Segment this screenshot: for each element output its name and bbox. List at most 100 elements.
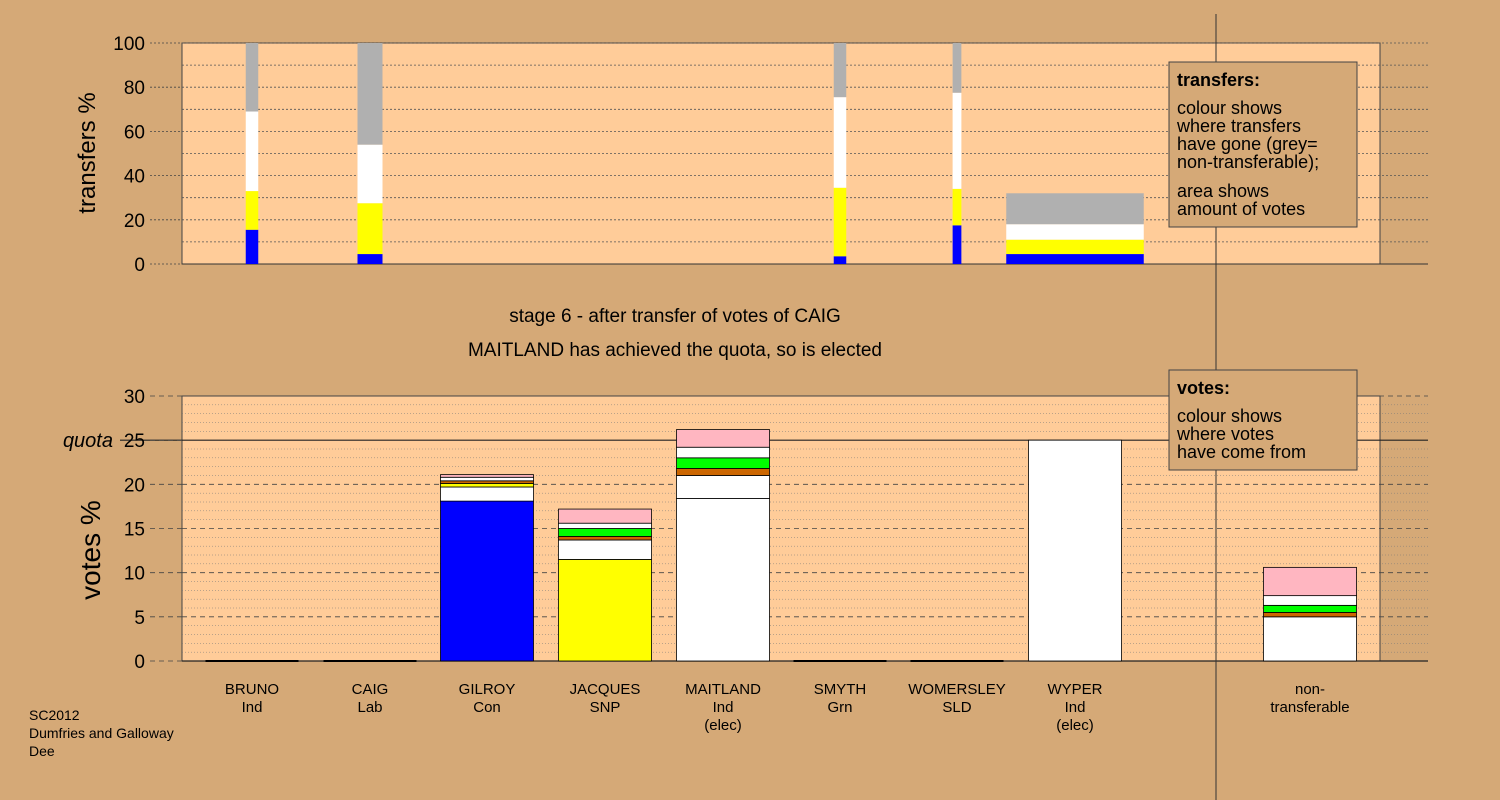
stage-subtitle: MAITLAND has achieved the quota, so is e… bbox=[468, 340, 882, 361]
transfer-segment-caig bbox=[357, 203, 383, 255]
transfer-segment-wyper bbox=[1006, 193, 1144, 225]
vote-segment-maitland bbox=[676, 475, 770, 499]
vote-segment-maitland bbox=[676, 457, 770, 469]
transfer-segment-womersley bbox=[952, 43, 962, 93]
vote-segment-nontransferable bbox=[1263, 566, 1357, 597]
transfer-segment-womersley bbox=[952, 92, 962, 189]
vote-segment-jacques bbox=[558, 522, 652, 529]
footer-line: SC2012 bbox=[29, 707, 80, 723]
vote-segment-jacques bbox=[558, 528, 652, 537]
transfer-segment-bruno bbox=[245, 229, 259, 264]
votes-y-ticks: 0 5 10 15 20 25 30 bbox=[124, 387, 182, 673]
candidate-label-gilroy: Con bbox=[473, 699, 501, 716]
y-tick-label: 0 bbox=[134, 652, 145, 673]
votes-legend-title: votes: bbox=[1177, 378, 1230, 398]
vote-segment-gilroy bbox=[440, 476, 534, 482]
vote-segment-maitland bbox=[676, 446, 770, 459]
votes-legend-line: have come from bbox=[1177, 442, 1306, 462]
transfers-gridlines bbox=[182, 42, 1428, 265]
footer-line: Dee bbox=[29, 743, 55, 759]
candidate-label-wyper: WYPER bbox=[1047, 681, 1102, 698]
vote-segment-jacques bbox=[558, 536, 652, 541]
candidate-label-jacques: SNP bbox=[590, 699, 621, 716]
transfers-legend-line: where transfers bbox=[1176, 116, 1301, 136]
candidate-label-maitland: (elec) bbox=[704, 717, 742, 734]
transfers-legend: transfers: colour shows where transfers … bbox=[1168, 61, 1358, 228]
vote-segment-maitland bbox=[676, 498, 770, 662]
vote-segment-nontransferable bbox=[1263, 595, 1357, 606]
transfers-legend-title: transfers: bbox=[1177, 70, 1260, 90]
votes-bars bbox=[205, 429, 1357, 662]
candidate-label-womersley: SLD bbox=[942, 699, 971, 716]
transfer-segment-wyper bbox=[1006, 224, 1144, 240]
candidate-label-maitland: Ind bbox=[713, 699, 734, 716]
y-tick-label: 80 bbox=[124, 78, 145, 99]
candidate-label-jacques: JACQUES bbox=[570, 681, 641, 698]
transfer-segment-womersley bbox=[952, 188, 962, 226]
transfers-legend-line: have gone (grey= bbox=[1177, 134, 1318, 154]
transfer-segment-bruno bbox=[245, 111, 259, 192]
transfer-segment-smyth bbox=[833, 187, 847, 257]
candidate-label-smyth: SMYTH bbox=[814, 681, 867, 698]
y-tick-label: 10 bbox=[124, 564, 145, 585]
candidate-label-nontransferable: non- bbox=[1295, 681, 1325, 698]
vote-segment-nontransferable bbox=[1263, 612, 1357, 618]
vote-segment-maitland bbox=[676, 429, 770, 448]
candidate-label-smyth: Grn bbox=[827, 699, 852, 716]
y-tick-label: 30 bbox=[124, 387, 145, 408]
candidate-label-wyper: (elec) bbox=[1056, 717, 1094, 734]
candidate-label-caig: Lab bbox=[357, 699, 382, 716]
candidate-label-bruno: Ind bbox=[242, 699, 263, 716]
y-tick-label: 20 bbox=[124, 211, 145, 232]
y-tick-label: 5 bbox=[134, 608, 145, 629]
vote-segment-jacques bbox=[558, 559, 652, 662]
candidate-label-gilroy: GILROY bbox=[459, 681, 516, 698]
votes-y-axis-label: votes % bbox=[75, 500, 106, 600]
y-tick-label: 25 bbox=[124, 431, 145, 452]
vote-segment-nontransferable bbox=[1263, 604, 1357, 613]
transfer-segment-bruno bbox=[245, 43, 259, 112]
transfers-y-axis-label: transfers % bbox=[74, 92, 101, 213]
y-tick-label: 0 bbox=[134, 255, 145, 276]
candidate-labels: BRUNOIndCAIGLabGILROYConJACQUESSNPMAITLA… bbox=[225, 681, 1350, 734]
candidate-label-caig: CAIG bbox=[352, 681, 389, 698]
candidate-label-nontransferable: transferable bbox=[1270, 699, 1349, 716]
transfer-segment-wyper bbox=[1006, 254, 1144, 264]
transfer-segment-bruno bbox=[245, 191, 259, 230]
transfer-segment-smyth bbox=[833, 256, 847, 264]
vote-segment-wyper bbox=[1028, 439, 1122, 662]
vote-segment-gilroy bbox=[440, 483, 534, 488]
quota-label: quota bbox=[63, 430, 113, 452]
transfer-segment-womersley bbox=[952, 225, 962, 264]
y-tick-label: 15 bbox=[124, 520, 145, 541]
y-tick-label: 100 bbox=[113, 34, 145, 55]
transfer-segment-smyth bbox=[833, 43, 847, 98]
candidate-label-maitland: MAITLAND bbox=[685, 681, 761, 698]
transfer-segment-caig bbox=[357, 43, 383, 145]
y-tick-label: 40 bbox=[124, 167, 145, 188]
vote-segment-gilroy bbox=[440, 474, 534, 478]
footer: SC2012 Dumfries and Galloway Dee bbox=[29, 707, 174, 759]
y-tick-label: 20 bbox=[124, 475, 145, 496]
transfer-segment-caig bbox=[357, 254, 383, 264]
stage-title: stage 6 - after transfer of votes of CAI… bbox=[509, 306, 841, 327]
votes-legend-line: where votes bbox=[1176, 424, 1274, 444]
footer-line: Dumfries and Galloway bbox=[29, 725, 174, 741]
transfers-bars bbox=[245, 43, 1144, 264]
vote-segment-jacques bbox=[558, 539, 652, 560]
vote-segment-gilroy bbox=[440, 486, 534, 502]
candidate-label-womersley: WOMERSLEY bbox=[908, 681, 1006, 698]
transfers-legend-line: non-transferable); bbox=[1177, 152, 1319, 172]
transfer-segment-caig bbox=[357, 144, 383, 204]
transfers-y-ticks: 0 20 40 60 80 100 bbox=[113, 34, 182, 276]
candidate-label-bruno: BRUNO bbox=[225, 681, 279, 698]
transfers-legend-line: colour shows bbox=[1177, 98, 1282, 118]
vote-segment-nontransferable bbox=[1263, 616, 1357, 662]
candidate-label-wyper: Ind bbox=[1065, 699, 1086, 716]
transfer-segment-wyper bbox=[1006, 239, 1144, 255]
vote-segment-maitland bbox=[676, 468, 770, 476]
transfers-legend-line: amount of votes bbox=[1177, 199, 1305, 219]
transfers-legend-line: area shows bbox=[1177, 181, 1269, 201]
